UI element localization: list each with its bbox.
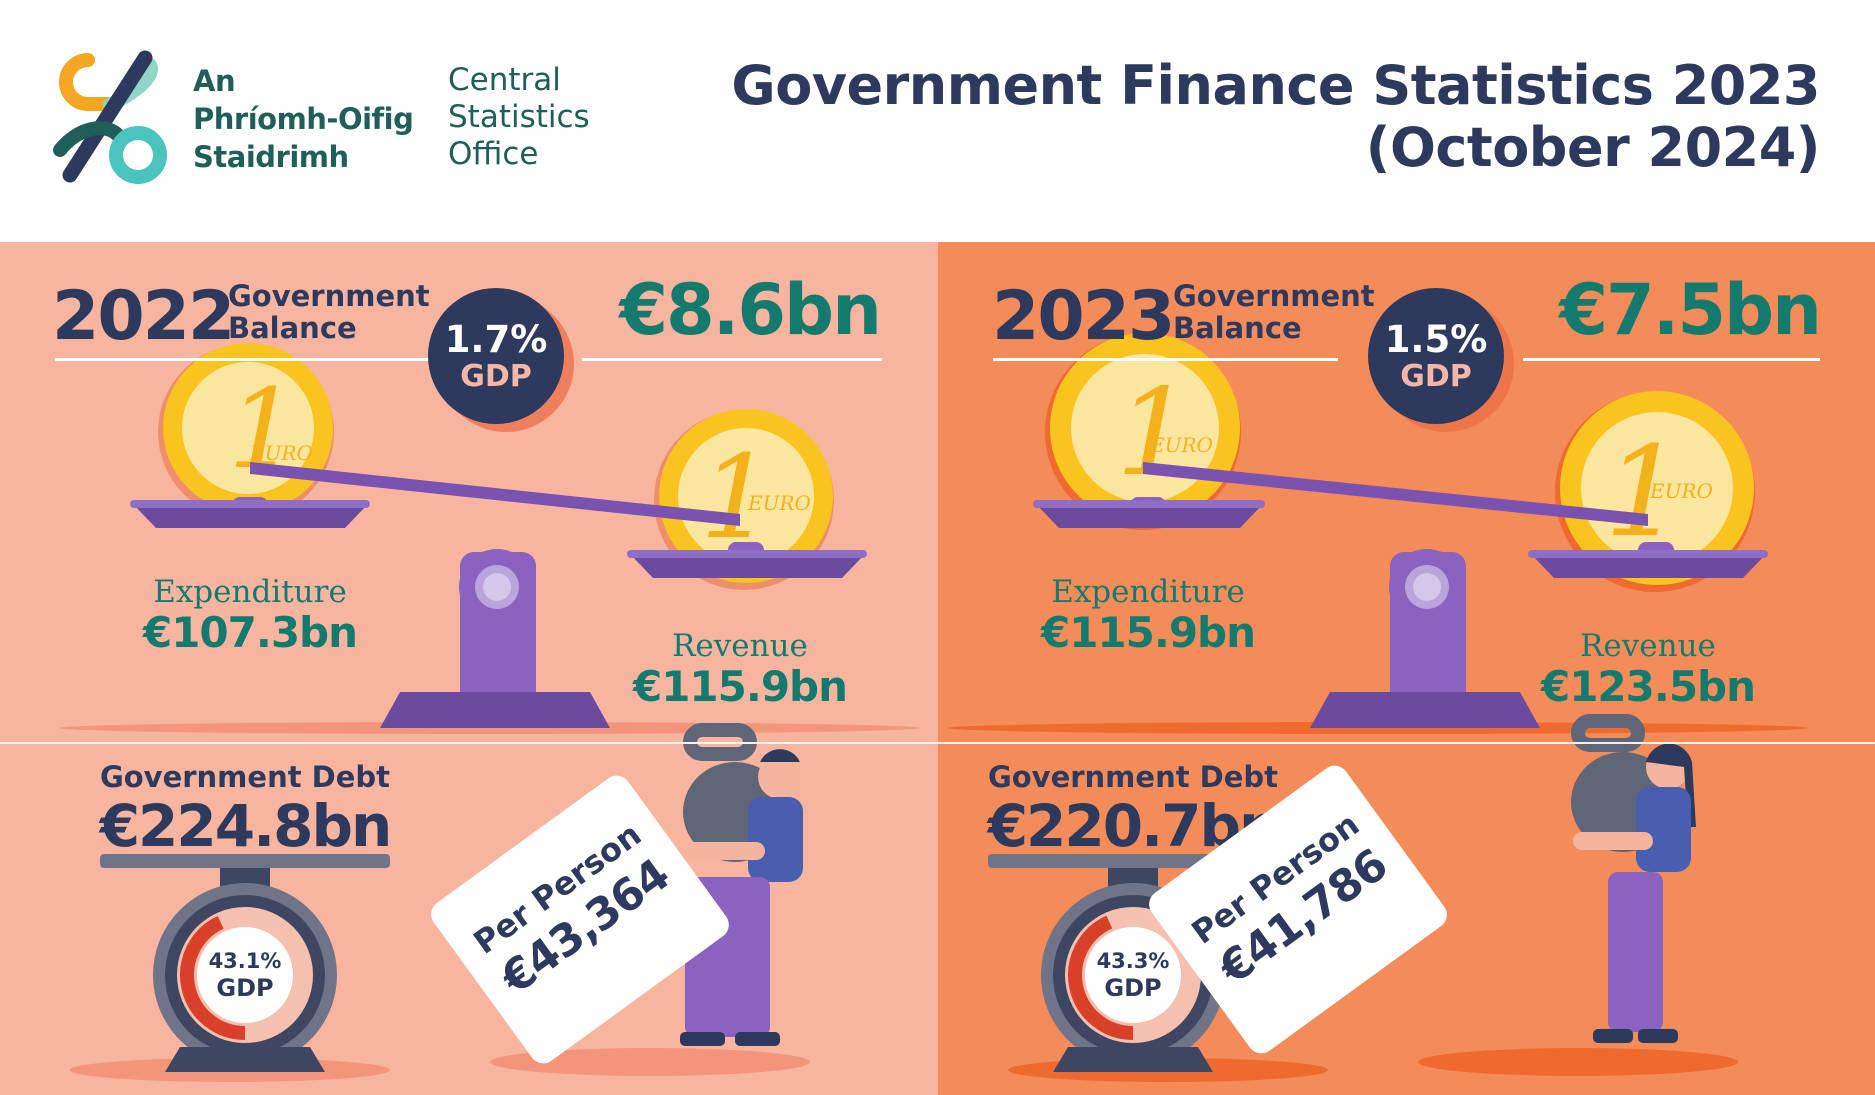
revenue-value: €123.5bn xyxy=(1540,662,1756,711)
year-label: 2023 xyxy=(992,277,1175,356)
svg-text:EURO: EURO xyxy=(1649,479,1713,503)
panel-2022: 1 EURO 1 EURO xyxy=(0,242,938,1095)
logo-irish-line: Phríomh-Oifig xyxy=(193,102,414,136)
svg-text:1: 1 xyxy=(1604,420,1684,565)
divider xyxy=(1523,358,1820,361)
debt-gdp-pct: 43.1% xyxy=(208,949,282,973)
panel-2023: 1 EURO 1 EURO xyxy=(938,242,1875,1095)
revenue-block: Revenue €115.9bn xyxy=(620,628,860,710)
balance-value: €7.5bn xyxy=(1559,269,1822,351)
divider xyxy=(582,358,882,361)
svg-text:EURO: EURO xyxy=(747,491,811,515)
balance-scale-illustration: 1 EURO 1 EURO xyxy=(60,343,920,1082)
svg-text:EURO: EURO xyxy=(1149,433,1213,457)
logo-irish-line: An xyxy=(193,64,236,98)
page-title: Government Finance Statistics 2023 (Octo… xyxy=(731,55,1820,179)
balance-label-line: Government xyxy=(228,279,430,313)
divider xyxy=(993,358,1338,361)
government-debt-value: €224.8bn xyxy=(99,792,393,860)
balance-gdp-label: GDP xyxy=(460,359,532,394)
logo-irish-name: An Phríomh-Oifig Staidrimh xyxy=(193,62,414,176)
page-subtitle-line: (October 2024) xyxy=(1365,116,1821,179)
expenditure-label: Expenditure xyxy=(1051,574,1245,610)
person-lifting-weight-icon xyxy=(1571,714,1696,1043)
logo-english-line: Statistics xyxy=(448,99,590,135)
expenditure-value: €107.3bn xyxy=(142,608,358,657)
logo-irish-line: Staidrimh xyxy=(193,140,349,174)
debt-gdp-label: GDP xyxy=(216,974,274,1002)
debt-gdp-pct: 43.3% xyxy=(1096,949,1170,973)
svg-text:1: 1 xyxy=(1116,364,1192,503)
year-label: 2022 xyxy=(52,277,235,356)
debt-gdp-gauge xyxy=(180,916,246,1040)
expenditure-value: €115.9bn xyxy=(1040,608,1256,657)
government-balance-label: Government Balance xyxy=(228,280,430,344)
balance-label-line: Balance xyxy=(1173,311,1302,345)
balance-gdp-pct: 1.5% xyxy=(1384,318,1488,361)
revenue-label: Revenue xyxy=(672,628,808,664)
revenue-value: €115.9bn xyxy=(632,662,848,711)
euro-coin-icon: 1 EURO xyxy=(1555,391,1755,592)
divider xyxy=(55,358,430,361)
balance-value: €8.6bn xyxy=(619,269,882,351)
euro-coin-icon: 1 EURO xyxy=(158,343,334,520)
header: An Phríomh-Oifig Staidrimh Central Stati… xyxy=(0,0,1875,242)
section-divider xyxy=(0,742,1875,744)
balance-gdp-badge: 1.5% GDP xyxy=(1368,288,1504,424)
expenditure-label: Expenditure xyxy=(153,574,347,610)
page-title-line: Government Finance Statistics 2023 xyxy=(731,54,1820,117)
debt-gdp-gauge xyxy=(1068,915,1134,1040)
balance-label-line: Government xyxy=(1173,279,1375,313)
cso-logo-icon xyxy=(53,50,167,184)
debt-gdp-dial: 43.1% GDP xyxy=(195,948,295,1002)
logo-english-line: Central xyxy=(448,62,561,98)
government-debt-label: Government Debt xyxy=(987,760,1279,794)
logo-english-name: Central Statistics Office xyxy=(448,62,590,173)
government-balance-label: Government Balance xyxy=(1173,280,1375,344)
balance-gdp-pct: 1.7% xyxy=(444,318,548,361)
debt-gdp-dial: 43.3% GDP xyxy=(1083,948,1183,1002)
debt-gdp-label: GDP xyxy=(1104,974,1162,1002)
revenue-block: Revenue €123.5bn xyxy=(1528,628,1768,710)
revenue-label: Revenue xyxy=(1580,628,1716,664)
balance-label-line: Balance xyxy=(228,311,357,345)
debt-scale-icon xyxy=(100,854,390,1072)
logo-english-line: Office xyxy=(448,136,539,172)
government-debt-label: Government Debt xyxy=(99,760,391,794)
svg-text:EURO: EURO xyxy=(249,441,313,465)
balance-gdp-badge: 1.7% GDP xyxy=(428,288,564,424)
balance-gdp-label: GDP xyxy=(1400,359,1472,394)
expenditure-block: Expenditure €115.9bn xyxy=(1028,574,1268,656)
expenditure-block: Expenditure €107.3bn xyxy=(130,574,370,656)
